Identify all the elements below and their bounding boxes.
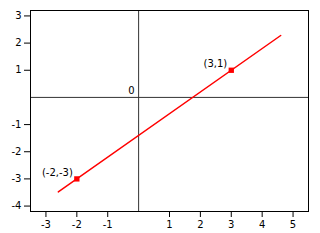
svg-text:0: 0	[128, 85, 134, 96]
svg-text:-2: -2	[12, 146, 22, 157]
svg-text:(3,1): (3,1)	[204, 58, 228, 69]
svg-text:-1: -1	[103, 219, 113, 230]
svg-text:2: 2	[197, 219, 203, 230]
svg-text:-3: -3	[41, 219, 51, 230]
svg-text:1: 1	[15, 64, 21, 75]
svg-text:-4: -4	[12, 200, 22, 211]
svg-text:-3: -3	[12, 173, 22, 184]
svg-text:2: 2	[15, 37, 21, 48]
svg-text:3: 3	[15, 10, 21, 21]
svg-text:(-2,-3): (-2,-3)	[42, 167, 73, 178]
svg-text:3: 3	[228, 219, 234, 230]
svg-text:-2: -2	[72, 219, 82, 230]
svg-text:5: 5	[290, 219, 296, 230]
svg-text:-1: -1	[12, 119, 22, 130]
svg-text:4: 4	[259, 219, 265, 230]
svg-text:1: 1	[166, 219, 172, 230]
